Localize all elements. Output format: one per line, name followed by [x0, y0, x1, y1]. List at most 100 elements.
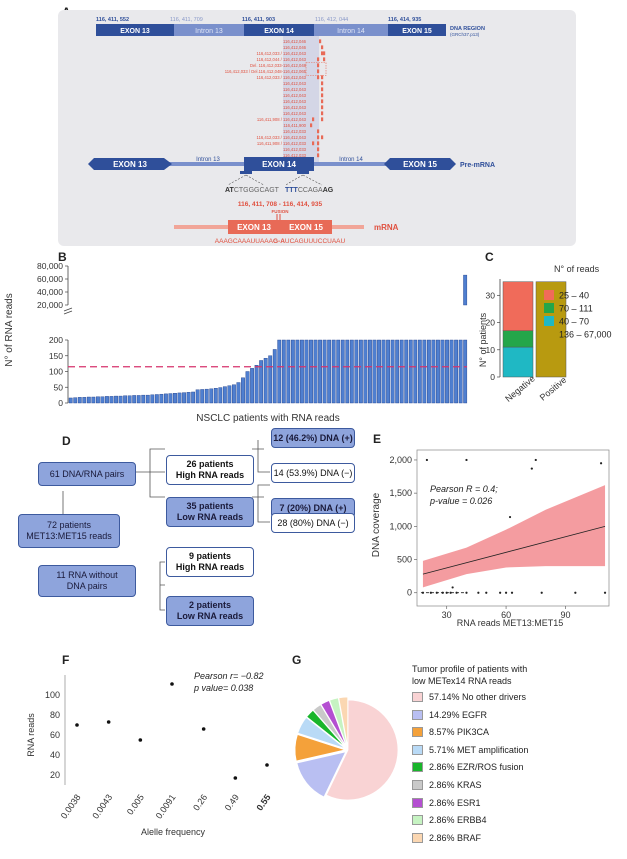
b-bar: [209, 388, 214, 404]
g-legend-label: 2.86% ESR1: [429, 797, 481, 808]
seq-right: TTTCCAGAAG: [285, 187, 334, 194]
deletion-box: [305, 62, 327, 76]
panel-g-letter: G: [292, 653, 302, 667]
f-point: [138, 738, 143, 742]
d-pairs-text: 61 DNA/RNA pairs: [49, 468, 125, 479]
b-tick-label: 200: [49, 335, 63, 345]
mutation-mark: [321, 117, 324, 122]
c-category-label: Positive: [538, 375, 569, 403]
g-legend-swatch: [412, 744, 423, 755]
premrna-seg-label: Intron 14: [339, 157, 363, 163]
f-category-label: 0.0043: [90, 792, 114, 820]
b-bar: [381, 339, 386, 404]
mrna-seg-label: EXON 13: [237, 223, 271, 232]
b-bar: [454, 339, 458, 404]
e-frame: [416, 449, 610, 607]
dna-seg-label: Intron 14: [337, 28, 365, 35]
b-bar: [449, 339, 454, 404]
b-bar: [118, 395, 123, 404]
b-bar: [445, 339, 449, 404]
panel-b-chart: N° of RNA reads NSCLC patients with RNA …: [4, 261, 468, 424]
seq-right-mid: CCAGA: [298, 187, 323, 194]
b-bar: [295, 339, 300, 404]
e-tick-label: 2,000: [389, 455, 412, 465]
b-tick-label: 150: [49, 351, 63, 361]
mutation-mark: [317, 69, 320, 74]
d-low2-box: 2 patients Low RNA reads: [166, 596, 254, 626]
b-bar: [213, 387, 218, 404]
f-category-label: 0.005: [125, 792, 146, 816]
b-bar: [232, 384, 236, 404]
g-legend-item: 57.14% No other drivers: [412, 692, 526, 702]
b-bar: [245, 371, 250, 404]
seq-left: ATCTGGGCAGT: [225, 187, 280, 194]
b-bar: [277, 339, 282, 404]
g-legend-item: 2.86% KRAS: [412, 780, 482, 790]
e-tick-label: 500: [397, 555, 412, 565]
mutation-mark: [317, 153, 320, 158]
b-bar-upper: [463, 274, 468, 306]
g-title-line2: low METex14 RNA reads: [412, 676, 512, 686]
mutation-mark: [317, 147, 320, 152]
g-pie-slice: [320, 699, 348, 748]
e-tick-label: 90: [560, 610, 570, 620]
f-point: [75, 723, 79, 727]
d-nopairs-box: 11 RNA without DNA pairs: [38, 565, 136, 597]
dna-seg-label: EXON 13: [120, 28, 150, 35]
b-axis-break: [63, 307, 73, 315]
c-legend-swatch: [544, 303, 554, 313]
b-tick-label: 80,000: [37, 261, 63, 271]
mutation-label: 116,412,044 / 116,412,043: [257, 57, 307, 62]
e-point: [445, 591, 448, 594]
c-legend-label: 136 – 67,000: [559, 330, 612, 340]
b-bar: [105, 396, 109, 404]
g-legend-label: 2.86% KRAS: [429, 780, 482, 790]
panel-c-letter: C: [485, 250, 494, 264]
d-root-box: 72 patients MET13:MET15 reads: [18, 514, 120, 548]
b-bar: [322, 339, 327, 404]
g-pie-slice: [329, 697, 348, 748]
b-bar: [82, 397, 87, 404]
b-bar: [349, 339, 354, 404]
mrna-sequence: AAAGCAAAUUAAAG-AUCAGUUUCCUAAU: [215, 238, 346, 245]
b-bar: [195, 389, 200, 404]
g-legend-swatch: [412, 797, 423, 808]
g-legend-item: 2.86% ESR1: [412, 797, 481, 808]
d-low2-text: 2 patients Low RNA reads: [176, 600, 244, 621]
mutation-label: 116,412,033: [283, 129, 307, 134]
g-legend-item: 2.86% ERBB4: [412, 815, 487, 826]
g-legend-item: 8.57% PIK3CA: [412, 727, 489, 738]
b-bar: [286, 339, 291, 404]
mutation-label: 116,411,908 / 116,412,033: [257, 141, 307, 146]
b-bar: [168, 393, 173, 404]
panel-d-letter: D: [62, 434, 71, 448]
b-bar: [159, 393, 164, 404]
mutation-label: 116,412,046: [283, 39, 307, 44]
b-bar: [127, 395, 132, 404]
b-bar: [358, 339, 363, 404]
g-legend-label: 5.71% MET amplification: [429, 744, 529, 755]
b-bar: [114, 395, 118, 404]
f-annotation-2: p value= 0.038: [193, 683, 253, 693]
b-bar: [177, 392, 182, 404]
e-point: [449, 591, 452, 594]
b-bar: [408, 339, 413, 404]
c-tick-label: 20: [486, 318, 496, 328]
fusion-coords: 116, 411, 708 - 116, 414, 935: [238, 201, 323, 208]
b-bar: [100, 396, 105, 404]
e-annotation-2: p-value = 0.026: [429, 496, 492, 506]
b-bar: [132, 395, 137, 404]
g-legend-item: 5.71% MET amplification: [412, 744, 529, 755]
b-ylabel: N° of RNA reads: [4, 293, 15, 366]
e-point: [510, 591, 514, 594]
f-tick-label: 60: [50, 730, 60, 740]
mutation-label: 116,411,900: [283, 123, 306, 128]
e-point: [429, 591, 432, 594]
c-legend-label: 25 – 40: [559, 291, 589, 301]
d-low35-box: 35 patients Low RNA reads: [166, 497, 254, 527]
g-pie-slice: [312, 704, 347, 748]
g-legend-label: 14.29% EGFR: [429, 709, 488, 720]
b-bar: [458, 339, 463, 404]
e-xlabel: RNA reads MET13:MET15: [457, 618, 564, 628]
mutation-label: 116,412,033 / 116,412,043: [257, 135, 307, 140]
